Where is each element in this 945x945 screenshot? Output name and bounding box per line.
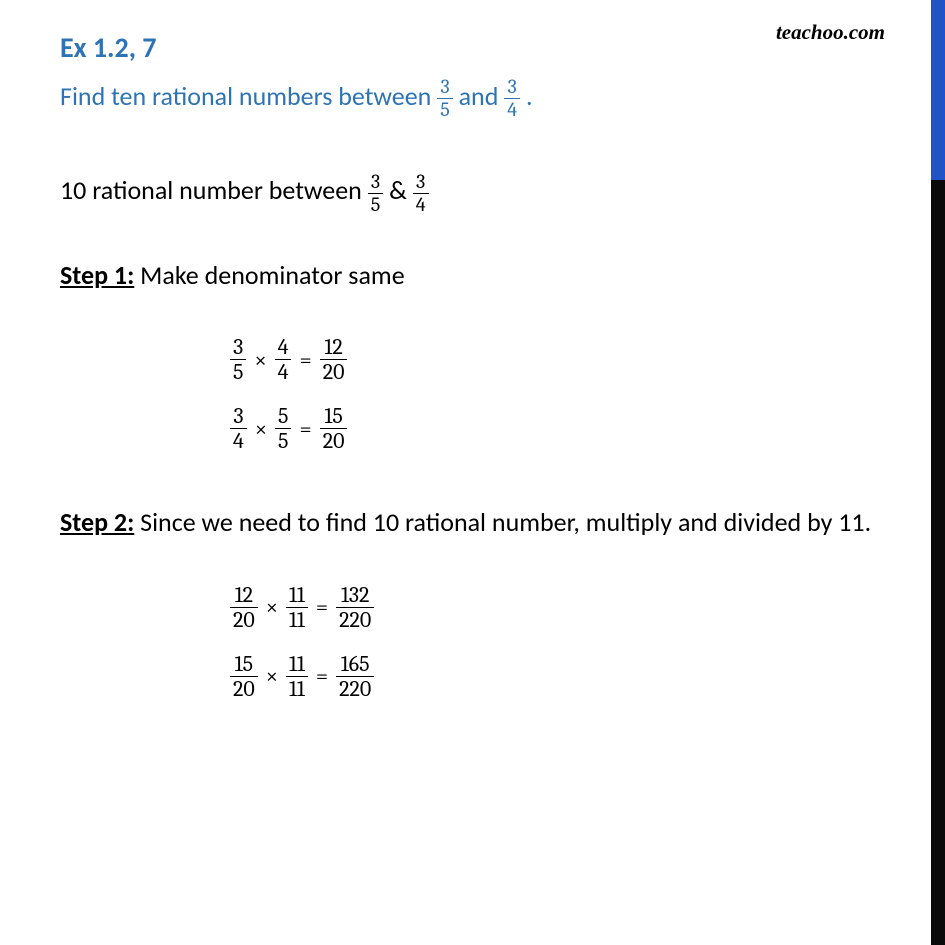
side-accent-top [931, 0, 945, 180]
numerator: 3 [230, 336, 246, 360]
fraction-3-5: 3 5 [437, 77, 453, 120]
intro-text: 10 rational number between 3 5 & 3 4 [60, 170, 885, 214]
side-accent-bottom [931, 180, 945, 945]
denominator: 4 [230, 429, 247, 452]
numerator: 132 [336, 584, 374, 608]
fraction: 165 220 [336, 653, 374, 700]
fraction: 11 11 [286, 653, 308, 700]
denominator: 5 [275, 429, 291, 452]
step2-text: Since we need to find 10 rational number… [134, 506, 871, 538]
equation-row: 15 20 × 11 11 = 165 220 [230, 653, 885, 700]
numerator: 11 [286, 653, 308, 677]
question-post: . [526, 80, 533, 112]
fraction: 11 11 [286, 584, 308, 631]
step2-heading: Step 2: Since we need to find 10 rationa… [60, 502, 885, 544]
fraction: 12 20 [320, 336, 348, 383]
intro-pre: 10 rational number between [60, 174, 368, 206]
equation-row: 12 20 × 11 11 = 132 220 [230, 584, 885, 631]
numerator: 3 [504, 77, 520, 99]
denominator: 20 [230, 608, 258, 631]
numerator: 165 [336, 653, 374, 677]
fraction: 12 20 [230, 584, 258, 631]
equals-icon: = [316, 663, 328, 689]
denominator: 5 [230, 360, 246, 383]
fraction-3-4: 3 4 [504, 77, 520, 120]
question-mid: and [459, 80, 505, 112]
fraction: 5 5 [275, 405, 291, 452]
denominator: 20 [320, 429, 348, 452]
fraction-3-4: 3 4 [413, 172, 429, 215]
fraction: 4 4 [275, 336, 292, 383]
fraction: 15 20 [320, 405, 348, 452]
numerator: 3 [413, 172, 429, 194]
numerator: 3 [437, 77, 453, 99]
denominator: 220 [336, 677, 374, 700]
denominator: 220 [336, 608, 374, 631]
denominator: 5 [368, 194, 384, 215]
equation-row: 3 4 × 5 5 = 15 20 [230, 405, 885, 452]
denominator: 4 [275, 360, 292, 383]
numerator: 11 [286, 584, 308, 608]
brand-logo: teachoo.com [776, 20, 885, 45]
denominator: 4 [504, 99, 520, 120]
equals-icon: = [299, 416, 311, 442]
equals-icon: = [316, 594, 328, 620]
denominator: 11 [286, 677, 308, 700]
numerator: 12 [230, 584, 258, 608]
fraction-3-5: 3 5 [368, 172, 384, 215]
numerator: 5 [275, 405, 291, 429]
step2-equations: 12 20 × 11 11 = 132 220 15 20 × 11 11 = … [60, 584, 885, 700]
times-icon: × [255, 416, 267, 442]
denominator: 20 [230, 677, 258, 700]
times-icon: × [266, 663, 278, 689]
denominator: 5 [437, 99, 453, 120]
fraction: 3 5 [230, 336, 246, 383]
denominator: 4 [413, 194, 429, 215]
times-icon: × [266, 594, 278, 620]
exercise-number: Ex 1.2, 7 [60, 30, 885, 65]
step1-heading: Step 1: Make denominator same [60, 255, 885, 297]
fraction: 15 20 [230, 653, 258, 700]
step1-equations: 3 5 × 4 4 = 12 20 3 4 × 5 5 = 15 20 [60, 336, 885, 452]
equation-row: 3 5 × 4 4 = 12 20 [230, 336, 885, 383]
fraction: 3 4 [230, 405, 247, 452]
intro-mid: & [389, 174, 413, 206]
denominator: 11 [286, 608, 308, 631]
numerator: 15 [230, 653, 258, 677]
step1-text: Make denominator same [134, 259, 404, 291]
question-pre: Find ten rational numbers between [60, 80, 437, 112]
step2-label: Step 2: [60, 506, 134, 538]
numerator: 12 [320, 336, 348, 360]
denominator: 20 [320, 360, 348, 383]
numerator: 4 [275, 336, 292, 360]
equals-icon: = [299, 347, 311, 373]
step1-label: Step 1: [60, 259, 134, 291]
fraction: 132 220 [336, 584, 374, 631]
question-text: Find ten rational numbers between 3 5 an… [60, 77, 885, 120]
numerator: 3 [230, 405, 247, 429]
numerator: 3 [368, 172, 384, 194]
numerator: 15 [320, 405, 348, 429]
times-icon: × [254, 347, 266, 373]
